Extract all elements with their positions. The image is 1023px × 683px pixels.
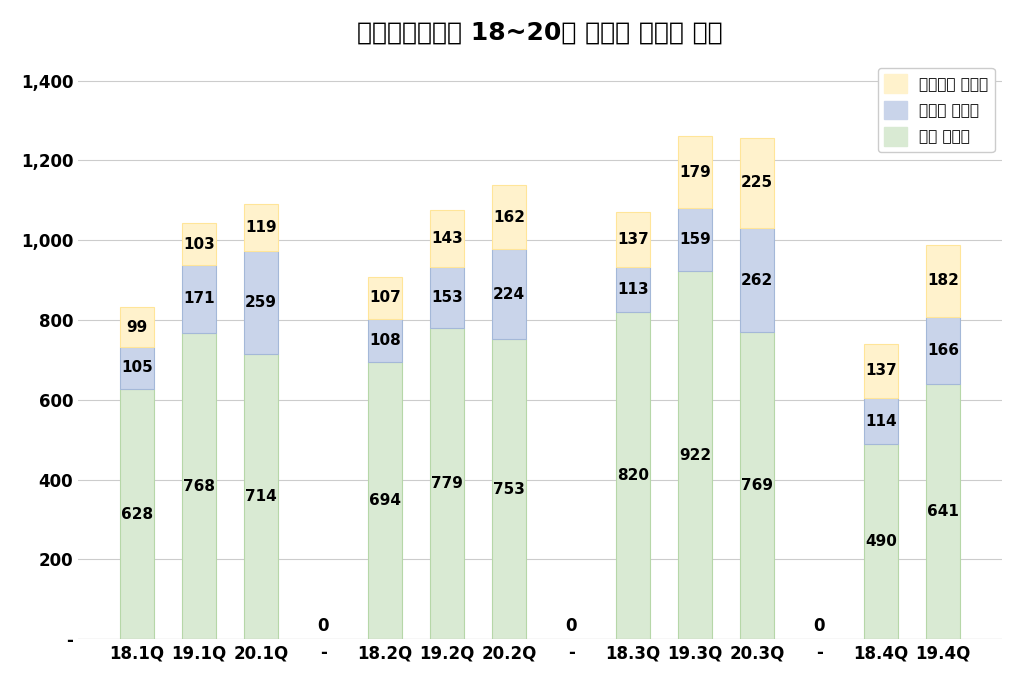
Text: 105: 105: [122, 360, 153, 375]
Bar: [926, 384, 961, 639]
Bar: [492, 339, 526, 639]
Bar: [678, 137, 712, 208]
Text: 714: 714: [246, 489, 277, 504]
Text: 225: 225: [741, 176, 773, 191]
Text: 103: 103: [183, 236, 215, 251]
Title: 메가스터디교육 18~20년 분기별 매출액 비교: 메가스터디교육 18~20년 분기별 매출액 비교: [357, 21, 723, 45]
Bar: [430, 210, 464, 267]
Bar: [926, 245, 961, 318]
Text: 113: 113: [617, 282, 649, 297]
Bar: [678, 271, 712, 639]
Bar: [740, 228, 774, 333]
Bar: [740, 333, 774, 639]
Text: 820: 820: [617, 468, 650, 483]
Text: 490: 490: [865, 534, 897, 549]
Bar: [368, 363, 402, 639]
Text: 179: 179: [679, 165, 711, 180]
Text: 259: 259: [246, 295, 277, 310]
Bar: [368, 277, 402, 319]
Text: 0: 0: [566, 617, 577, 635]
Bar: [182, 264, 216, 333]
Text: 162: 162: [493, 210, 525, 225]
Bar: [740, 138, 774, 228]
Bar: [182, 333, 216, 639]
Bar: [244, 354, 278, 639]
Text: 768: 768: [183, 479, 215, 494]
Bar: [864, 398, 898, 444]
Bar: [926, 318, 961, 384]
Text: 753: 753: [493, 482, 525, 497]
Bar: [244, 204, 278, 251]
Text: 0: 0: [813, 617, 825, 635]
Bar: [182, 223, 216, 264]
Text: 922: 922: [679, 448, 711, 463]
Text: 99: 99: [127, 320, 148, 335]
Bar: [368, 319, 402, 363]
Text: 166: 166: [927, 343, 960, 358]
Text: 224: 224: [493, 287, 525, 302]
Bar: [430, 329, 464, 639]
Text: 0: 0: [317, 617, 329, 635]
Bar: [492, 249, 526, 339]
Text: 119: 119: [246, 220, 277, 235]
Text: 108: 108: [369, 333, 401, 348]
Bar: [120, 389, 154, 639]
Text: 262: 262: [741, 273, 773, 288]
Text: 137: 137: [865, 363, 897, 378]
Text: 114: 114: [865, 413, 897, 428]
Bar: [616, 312, 651, 639]
Bar: [864, 444, 898, 639]
Text: 628: 628: [121, 507, 153, 522]
Legend: 일반성인 매출액, 초중등 매출액, 고등 매출액: 일반성인 매출액, 초중등 매출액, 고등 매출액: [878, 68, 994, 152]
Bar: [492, 185, 526, 249]
Bar: [120, 307, 154, 347]
Bar: [678, 208, 712, 271]
Text: 769: 769: [741, 478, 773, 493]
Bar: [616, 212, 651, 267]
Bar: [864, 344, 898, 398]
Bar: [120, 347, 154, 389]
Bar: [244, 251, 278, 354]
Text: 182: 182: [927, 273, 959, 288]
Text: 641: 641: [927, 504, 959, 519]
Text: 153: 153: [432, 290, 463, 305]
Bar: [430, 267, 464, 329]
Text: 137: 137: [617, 232, 649, 247]
Text: 143: 143: [432, 232, 463, 247]
Text: 779: 779: [432, 476, 463, 491]
Text: 694: 694: [369, 493, 401, 508]
Text: 107: 107: [369, 290, 401, 305]
Bar: [616, 267, 651, 312]
Text: 159: 159: [679, 232, 711, 247]
Text: 171: 171: [183, 291, 215, 306]
